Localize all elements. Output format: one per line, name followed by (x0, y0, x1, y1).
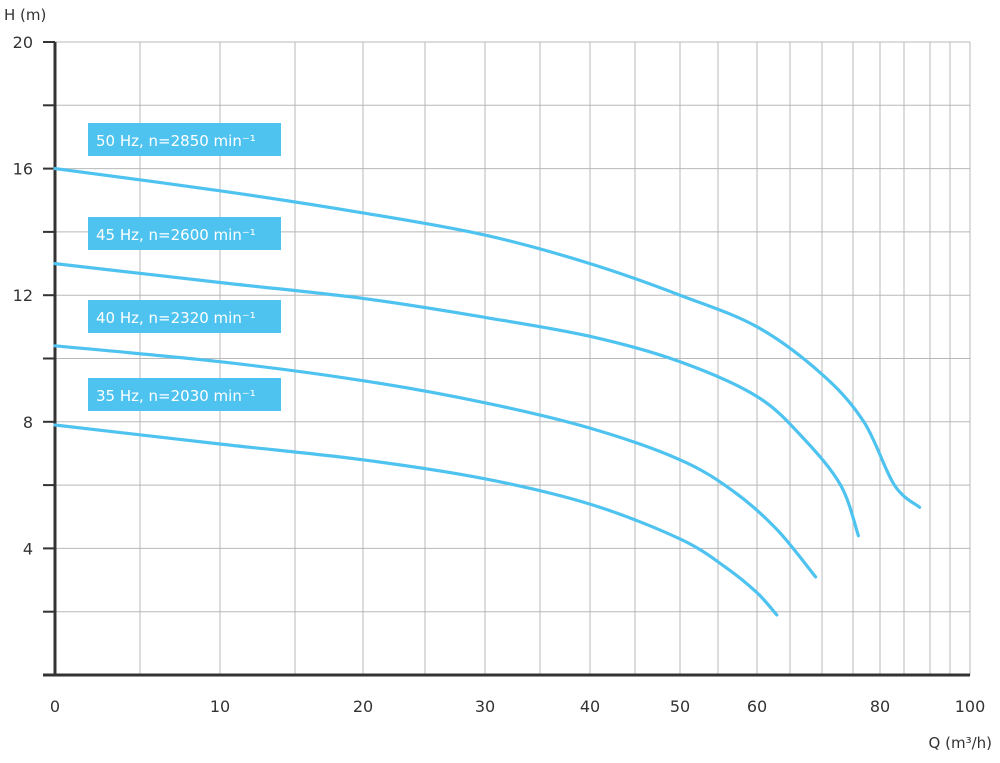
y-tick-labels: 4 8 12 16 20 (13, 33, 33, 558)
curve-label-text: 40 Hz, n=2320 min⁻¹ (96, 309, 256, 327)
curve-2 (53, 262, 860, 538)
curve-label-1: 50 Hz, n=2850 min⁻¹ (88, 123, 281, 156)
y-tick-label: 8 (23, 413, 33, 432)
curve-label-text: 35 Hz, n=2030 min⁻¹ (96, 387, 256, 405)
x-tick-label: 30 (475, 697, 495, 716)
curve-labels: 50 Hz, n=2850 min⁻¹ 45 Hz, n=2600 min⁻¹ 40… (88, 123, 281, 411)
x-tick-label: 20 (353, 697, 373, 716)
curve-1 (53, 167, 922, 509)
curve-label-4: 35 Hz, n=2030 min⁻¹ (88, 378, 281, 411)
curve-label-box (88, 378, 281, 411)
curve-label-text: 45 Hz, n=2600 min⁻¹ (96, 226, 256, 244)
y-axis-title: H (m) (4, 6, 46, 24)
axes (43, 41, 970, 677)
y-tick-label: 20 (13, 33, 33, 52)
x-tick-label: 10 (210, 697, 230, 716)
x-tick-labels: 0 10 20 30 40 50 60 80 100 (50, 697, 985, 716)
curve-label-2: 45 Hz, n=2600 min⁻¹ (88, 217, 281, 250)
x-tick-label: 40 (580, 697, 600, 716)
x-axis-title: Q (m³/h) (929, 734, 992, 752)
curves (53, 167, 922, 617)
grid (55, 41, 971, 675)
x-tick-label: 0 (50, 697, 60, 716)
curve-label-box (88, 300, 281, 333)
x-tick-label: 80 (870, 697, 890, 716)
x-tick-label: 60 (747, 697, 767, 716)
x-tick-label: 100 (955, 697, 986, 716)
y-tick-label: 12 (13, 286, 33, 305)
curve-label-text: 50 Hz, n=2850 min⁻¹ (96, 132, 256, 150)
y-tick-label: 4 (23, 539, 33, 558)
curve-label-3: 40 Hz, n=2320 min⁻¹ (88, 300, 281, 333)
y-tick-label: 16 (13, 160, 33, 179)
curve-label-box (88, 217, 281, 250)
curve-label-box (88, 123, 281, 156)
curve-4 (53, 423, 779, 617)
x-tick-label: 50 (670, 697, 690, 716)
curve-3 (53, 344, 818, 579)
